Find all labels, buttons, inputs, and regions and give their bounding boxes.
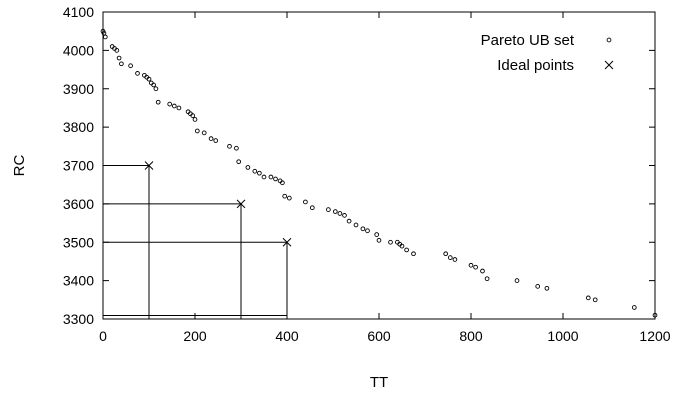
pareto-ub-point bbox=[135, 71, 140, 76]
x-tick-label: 1000 bbox=[547, 328, 578, 344]
pareto-ub-point bbox=[236, 159, 242, 165]
pareto-ub-point bbox=[346, 218, 352, 224]
pareto-ub-point bbox=[245, 165, 251, 170]
y-tick-label: 3300 bbox=[63, 311, 94, 327]
pareto-ub-point bbox=[167, 101, 173, 107]
ideal-point-guide-lines bbox=[103, 165, 288, 319]
pareto-ub-point bbox=[286, 195, 292, 201]
pareto-ub-point bbox=[468, 262, 474, 268]
pareto-ub-point bbox=[213, 138, 219, 143]
pareto-ub-point bbox=[257, 170, 262, 176]
legend-marker-ideal bbox=[604, 60, 614, 70]
axis-ticks: 0 200 400 600 800 1000 1200 3300 3400 3500 3600 370… bbox=[63, 4, 671, 344]
y-tick-label: 3700 bbox=[63, 158, 94, 174]
pareto-ub-point bbox=[399, 243, 405, 249]
ideal-point-marker bbox=[144, 161, 154, 170]
pareto-ub-point bbox=[480, 268, 485, 274]
ideal-x-stroke bbox=[144, 161, 154, 170]
pareto-ub-point bbox=[227, 143, 232, 149]
pareto-ub-point bbox=[353, 222, 359, 228]
pareto-ub-point bbox=[592, 297, 598, 303]
pareto-ub-point bbox=[234, 145, 239, 151]
pareto-ub-point bbox=[514, 278, 520, 283]
ideal-x-stroke bbox=[282, 237, 292, 247]
pareto-ub-point bbox=[452, 257, 458, 262]
pareto-ub-point bbox=[484, 276, 490, 282]
pareto-ub-point bbox=[119, 61, 124, 67]
pareto-ub-point bbox=[116, 55, 122, 61]
y-tick-label: 3400 bbox=[63, 273, 94, 289]
pareto-ub-point bbox=[447, 255, 453, 260]
y-axis-label: RC bbox=[11, 155, 28, 177]
ideal-point-marker bbox=[236, 199, 246, 209]
y-tick-label: 4000 bbox=[63, 42, 94, 58]
x-tick-label: 400 bbox=[275, 328, 299, 344]
pareto-ub-point bbox=[190, 113, 196, 118]
pareto-ub-point bbox=[326, 207, 331, 212]
y-tick-label: 4100 bbox=[63, 4, 94, 20]
pareto-ub-point bbox=[535, 284, 541, 289]
x-axis-label: TT bbox=[370, 374, 388, 391]
pareto-ub-point bbox=[411, 251, 416, 257]
y-tick-label: 3900 bbox=[63, 81, 94, 97]
pareto-ub-point bbox=[192, 117, 198, 122]
pareto-ub-point bbox=[280, 180, 285, 186]
ideal-x-stroke bbox=[236, 199, 246, 209]
pareto-ub-point bbox=[153, 86, 159, 92]
legend: Pareto UB set Ideal points bbox=[481, 32, 614, 74]
pareto-ub-point bbox=[342, 213, 347, 218]
x-tick-label: 0 bbox=[99, 328, 107, 344]
legend-label-ideal: Ideal points bbox=[497, 57, 574, 74]
pareto-ub-point bbox=[128, 63, 133, 69]
x-tick-label: 800 bbox=[459, 328, 483, 344]
pareto-ub-point bbox=[102, 34, 108, 40]
ideal-point-marker bbox=[282, 237, 292, 247]
x-tick-label: 200 bbox=[183, 328, 207, 344]
x-tick-label: 600 bbox=[367, 328, 391, 344]
pareto-ub-point bbox=[404, 247, 409, 253]
pareto-ub-point bbox=[155, 99, 161, 105]
pareto-ub-point bbox=[273, 176, 278, 182]
pareto-ub-point bbox=[443, 251, 449, 257]
pareto-ub-point bbox=[171, 103, 177, 109]
pareto-ub-point bbox=[303, 199, 308, 205]
pareto-ub-point bbox=[309, 205, 315, 211]
y-tick-label: 3800 bbox=[63, 119, 94, 135]
pareto-ub-point bbox=[631, 305, 637, 310]
legend-marker-pareto bbox=[606, 37, 612, 43]
pareto-ub-point bbox=[176, 105, 182, 111]
pareto-ub-point bbox=[114, 48, 120, 53]
pareto-ub-point bbox=[146, 76, 152, 82]
pareto-ub-point bbox=[208, 136, 214, 141]
legend-label-pareto: Pareto UB set bbox=[481, 32, 575, 49]
pareto-ub-point bbox=[473, 264, 478, 270]
pareto-ub-point bbox=[388, 239, 393, 245]
pareto-ub-point bbox=[585, 295, 591, 301]
pareto-ub-point bbox=[376, 237, 382, 243]
pareto-ub-point bbox=[360, 226, 366, 232]
pareto-ub-point bbox=[252, 168, 258, 174]
series-points bbox=[100, 28, 658, 318]
pareto-ub-point bbox=[201, 130, 207, 136]
y-tick-label: 3500 bbox=[63, 234, 94, 250]
y-tick-label: 3600 bbox=[63, 196, 94, 212]
pareto-ub-point bbox=[261, 174, 267, 180]
x-tick-label: 1200 bbox=[639, 328, 670, 344]
pareto-ub-point bbox=[374, 232, 380, 237]
pareto-ub-point bbox=[332, 209, 338, 214]
pareto-ub-point bbox=[268, 174, 274, 180]
pareto-ub-point bbox=[282, 193, 288, 199]
pareto-ub-point bbox=[544, 285, 550, 291]
pareto-ub-point bbox=[365, 228, 370, 234]
pareto-ub-point bbox=[337, 211, 343, 216]
pareto-ub-point bbox=[101, 30, 107, 36]
pareto-ub-point bbox=[194, 128, 200, 134]
pareto-ub-point bbox=[151, 82, 156, 88]
